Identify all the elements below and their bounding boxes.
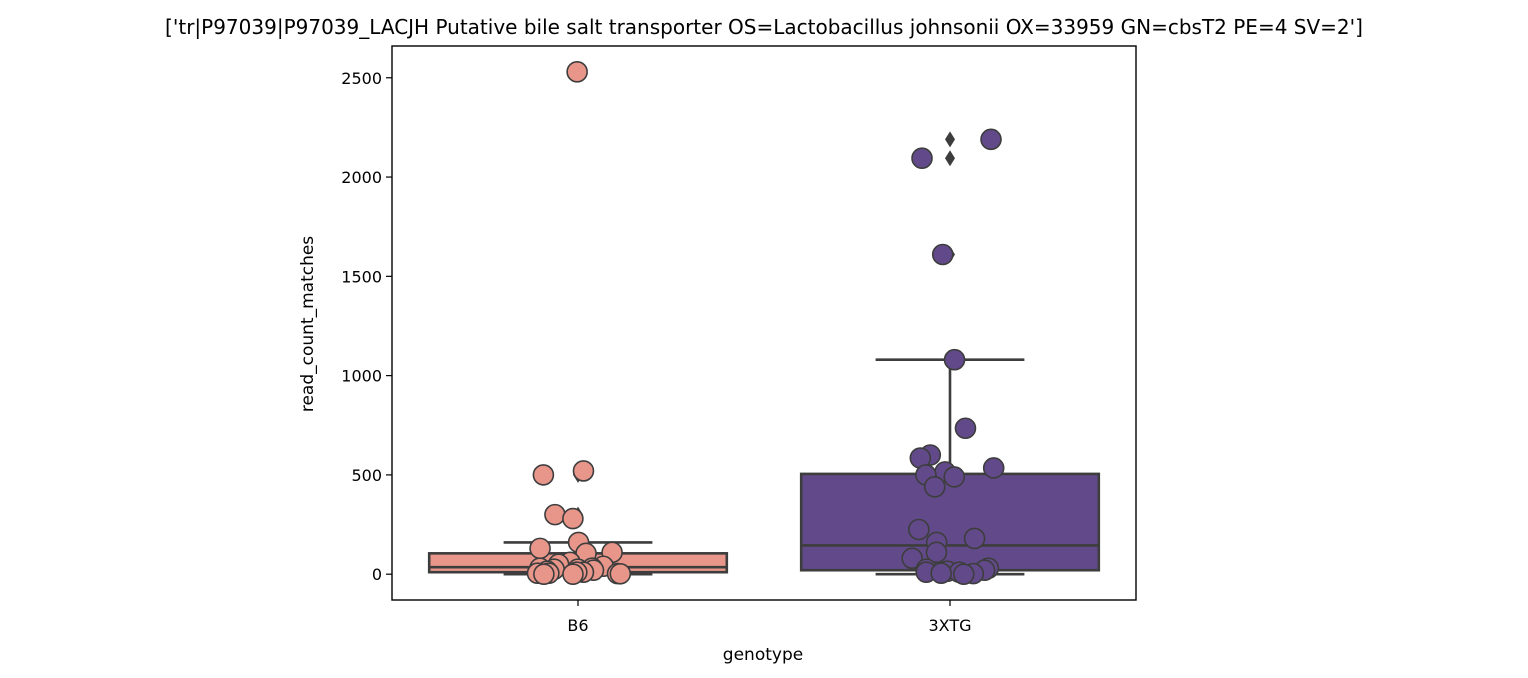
y-tick-label: 0 — [372, 565, 382, 584]
data-point — [982, 457, 1005, 479]
y-axis-label: read_count_matches — [298, 236, 318, 412]
x-tick-label: 3XTG — [928, 616, 971, 635]
data-point — [562, 563, 584, 585]
data-point — [908, 518, 930, 541]
data-point — [943, 466, 966, 488]
plot-frame — [391, 45, 1137, 601]
data-point — [544, 503, 566, 526]
x-tick-label: B6 — [567, 616, 588, 635]
data-point — [532, 464, 555, 486]
data-point — [930, 562, 952, 584]
x-axis-label: genotype — [723, 645, 803, 665]
data-point — [980, 128, 1002, 151]
outlier-marker — [945, 131, 955, 148]
chart-title: ['tr|P97039|P97039_LACJH Putative bile s… — [165, 15, 1363, 39]
data-point — [529, 537, 551, 560]
plot-area: 0 500 1000 1500 2000 2500 B6 3XTG — [341, 45, 1137, 635]
y-tick-label: 1500 — [341, 267, 382, 286]
data-point — [533, 563, 555, 585]
y-tick-label: 2500 — [341, 69, 382, 88]
outlier-marker — [945, 150, 955, 167]
data-point — [931, 243, 954, 266]
data-point — [911, 147, 933, 169]
y-tick-label: 500 — [351, 466, 382, 485]
data-point — [943, 348, 966, 371]
data-point — [566, 61, 588, 83]
data-point — [963, 527, 986, 550]
data-point — [609, 562, 632, 585]
data-point — [901, 547, 923, 570]
data-point — [952, 563, 975, 585]
data-point — [954, 417, 977, 440]
data-point — [925, 541, 948, 564]
y-tick-label: 2000 — [341, 168, 382, 187]
box-3XTG — [799, 472, 1101, 572]
data-point — [923, 476, 946, 498]
data-point — [562, 507, 584, 530]
y-tick-label: 1000 — [341, 367, 382, 386]
data-point — [572, 460, 595, 482]
